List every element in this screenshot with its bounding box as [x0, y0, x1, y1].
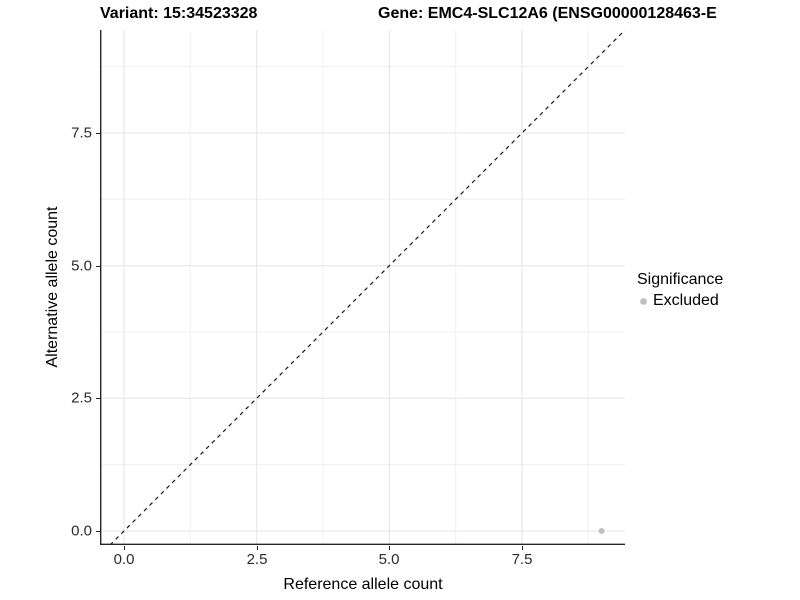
plot-panel-canvas: [99, 29, 626, 546]
y-tick-mark: [96, 133, 100, 135]
y-tick-label: 7.5: [71, 124, 92, 142]
x-tick-label: 2.5: [246, 551, 268, 568]
axis-lines: [99, 30, 625, 545]
y-tick-label: 0.0: [71, 522, 92, 540]
legend: Significance Excluded: [637, 271, 723, 310]
y-tick-mark: [96, 266, 100, 268]
x-tick-mark: [124, 546, 126, 550]
identity-reference-line: [109, 29, 626, 546]
y-axis-title: Alternative allele count: [44, 206, 61, 368]
grid-minor-lines: [100, 30, 625, 545]
legend-title: Significance: [637, 271, 724, 288]
x-tick-label: 7.5: [511, 551, 533, 568]
x-tick-mark: [257, 546, 259, 550]
data-point-excluded: [598, 528, 605, 534]
plot-panel: [99, 29, 626, 546]
x-tick-mark: [522, 546, 524, 550]
x-axis-title: Reference allele count: [283, 576, 443, 593]
plot-title-variant: Variant: 15:34523328: [100, 5, 258, 22]
x-tick-label: 5.0: [378, 551, 400, 568]
legend-item-excluded: Excluded: [637, 292, 723, 310]
legend-item-label: Excluded: [653, 292, 719, 309]
x-tick-mark: [389, 546, 391, 550]
y-tick-label: 5.0: [71, 257, 92, 275]
y-tick-mark: [96, 531, 100, 533]
grid-major-lines: [100, 30, 625, 545]
x-tick-label: 0.0: [113, 551, 135, 568]
y-tick-label: 2.5: [71, 389, 92, 407]
y-tick-mark: [96, 398, 100, 400]
plot-title-gene: Gene: EMC4-SLC12A6 (ENSG00000128463-E: [378, 5, 717, 22]
legend-point-icon: [640, 297, 647, 305]
